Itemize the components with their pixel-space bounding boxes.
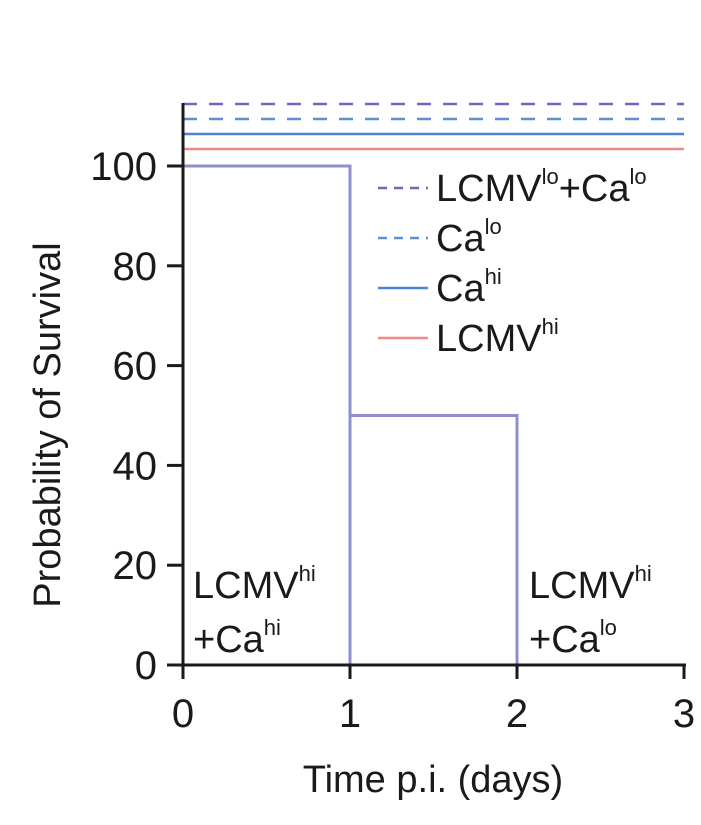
y-tick-label: 100: [90, 145, 157, 189]
x-axis-title: Time p.i. (days): [303, 759, 563, 801]
legend-label: LCMVlo+Calo: [436, 164, 647, 210]
axes-group: [181, 103, 686, 667]
legend-label: Calo: [436, 214, 502, 260]
annotation-line1: LCMVhi: [529, 561, 652, 607]
y-axis-title: Probability of Survival: [27, 242, 69, 607]
x-tick-label: 2: [506, 692, 528, 736]
x-tick-label: 0: [172, 692, 194, 736]
annotations-group: LCMVhi +Cahi LCMVhi +Calo: [193, 561, 652, 661]
annotation-line2: +Cahi: [193, 615, 281, 661]
y-tick-label: 80: [113, 245, 158, 289]
x-tick-label: 1: [339, 692, 361, 736]
legend-label: Cahi: [436, 264, 502, 310]
annotation-line2: +Calo: [529, 615, 617, 661]
y-tick-label: 60: [113, 345, 158, 389]
annotation-line1: LCMVhi: [193, 561, 316, 607]
x-tick-label: 3: [673, 692, 695, 736]
legend-label: LCMVhi: [436, 314, 559, 360]
y-tick-label: 20: [113, 544, 158, 588]
reference-lines-group: [183, 102, 684, 151]
y-tick-label: 40: [113, 444, 158, 488]
y-tick-label: 0: [135, 644, 157, 688]
ticks-group: 0 20 40 60 80 100 0 1 2 3: [90, 145, 695, 736]
